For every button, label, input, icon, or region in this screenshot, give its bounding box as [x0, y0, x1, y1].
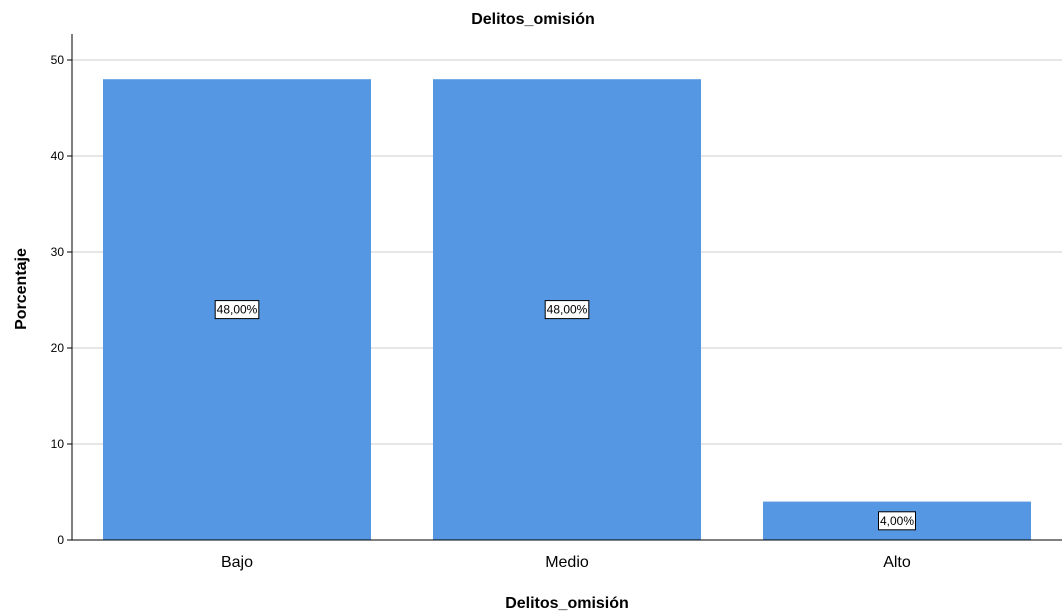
axes [67, 34, 1062, 541]
x-axis-ticks: Bajo Medio Alto [221, 554, 911, 571]
data-label-text: 48,00% [217, 303, 258, 317]
x-tick-label: Alto [883, 554, 911, 571]
data-label: 48,00% [544, 300, 590, 320]
data-label: 4,00% [878, 511, 916, 531]
y-tick-label: 50 [51, 53, 65, 67]
x-tick-label: Medio [545, 554, 589, 571]
y-axis-ticks: 0 10 20 30 40 50 [51, 53, 65, 547]
y-tick-label: 20 [51, 341, 65, 355]
y-tick-label: 10 [51, 437, 65, 451]
data-label-text: 4,00% [880, 514, 914, 528]
x-axis-title: Delitos_omisión [505, 595, 629, 612]
y-axis-title: Porcentaje [13, 248, 30, 330]
y-tick-label: 30 [51, 245, 65, 259]
x-tick-label: Bajo [221, 554, 253, 571]
data-labels: 48,00% 48,00% 4,00% [214, 300, 916, 531]
y-tick-label: 0 [57, 533, 64, 547]
y-tick-label: 40 [51, 149, 65, 163]
chart-title: Delitos_omisión [471, 11, 595, 28]
data-label-text: 48,00% [547, 303, 588, 317]
data-label: 48,00% [214, 300, 260, 320]
data-label-box [544, 300, 590, 320]
data-label-box [214, 300, 260, 320]
data-label-box [878, 511, 916, 531]
